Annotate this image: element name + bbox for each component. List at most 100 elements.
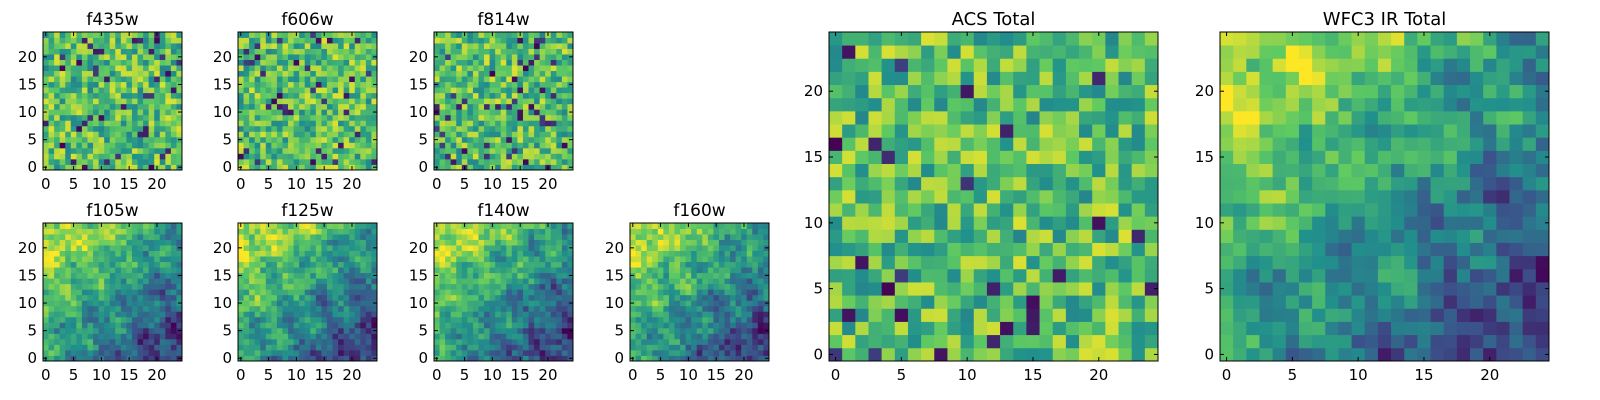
- heatmap-cell: [456, 311, 463, 318]
- heatmap-cell: [489, 311, 496, 318]
- heatmap-cell: [439, 43, 446, 49]
- heatmap-cell: [522, 76, 529, 83]
- heatmap-cell: [176, 322, 183, 329]
- heatmap-cell: [360, 54, 367, 60]
- heatmap-cell: [456, 245, 463, 251]
- x-tick-label: 0: [41, 366, 51, 384]
- heatmap-cell: [663, 316, 670, 323]
- heatmap-cell: [752, 294, 759, 301]
- heatmap-cell: [506, 322, 513, 329]
- heatmap-cell: [467, 228, 474, 235]
- heatmap-cell: [98, 245, 105, 251]
- heatmap-cell: [315, 147, 322, 154]
- heatmap-cell: [315, 76, 322, 83]
- heatmap-cell: [668, 300, 675, 307]
- heatmap-cell: [657, 250, 664, 257]
- heatmap-cell: [104, 234, 111, 240]
- heatmap-cell: [746, 228, 753, 235]
- heatmap-cell: [137, 48, 144, 55]
- heatmap-cell: [960, 321, 975, 336]
- heatmap-cell: [249, 59, 256, 66]
- heatmap-cell: [641, 261, 648, 268]
- heatmap-cell: [176, 294, 183, 301]
- heatmap-cell: [478, 120, 485, 127]
- heatmap-cell: [528, 267, 535, 274]
- heatmap-cell: [517, 103, 524, 110]
- heatmap-cell: [539, 333, 546, 340]
- heatmap-cell: [702, 223, 709, 229]
- heatmap-cell: [973, 203, 988, 217]
- heatmap-cell: [93, 327, 99, 334]
- heatmap-cell: [143, 147, 150, 154]
- heatmap-cell: [115, 81, 122, 88]
- heatmap-cell: [276, 349, 283, 356]
- heatmap-cell: [506, 87, 513, 94]
- x-tick-label: 0: [41, 175, 51, 193]
- heatmap-cell: [545, 59, 552, 66]
- heatmap-cell: [159, 228, 166, 235]
- heatmap-cell: [176, 103, 183, 110]
- heatmap-cell: [757, 355, 764, 362]
- heatmap-cell: [434, 147, 440, 154]
- heatmap-cell: [365, 164, 372, 171]
- heatmap-cell: [641, 300, 648, 307]
- heatmap-cell: [81, 92, 88, 99]
- heatmap-cell: [522, 223, 529, 229]
- heatmap-cell: [109, 70, 116, 77]
- heatmap-cell: [522, 164, 529, 171]
- heatmap-cell: [646, 250, 653, 257]
- heatmap-cell: [450, 261, 457, 268]
- heatmap-cell: [343, 289, 350, 296]
- heatmap-cell: [635, 283, 642, 290]
- heatmap-cell: [59, 294, 66, 301]
- heatmap-cell: [713, 305, 720, 312]
- heatmap-cell: [115, 289, 122, 296]
- heatmap-cell: [434, 43, 440, 49]
- heatmap-cell: [522, 338, 529, 345]
- heatmap-cell: [120, 322, 127, 329]
- heatmap-cell: [304, 239, 311, 246]
- heatmap-cell: [137, 327, 144, 334]
- heatmap-cell: [165, 65, 172, 72]
- heatmap-cell: [148, 147, 155, 154]
- heatmap-cell: [934, 216, 948, 230]
- heatmap-cell: [254, 120, 261, 127]
- heatmap-cell: [65, 223, 72, 229]
- heatmap-cell: [528, 164, 535, 171]
- heatmap-cell: [730, 327, 737, 334]
- heatmap-cell: [254, 37, 261, 44]
- heatmap-cell: [868, 334, 883, 349]
- heatmap-cell: [467, 109, 474, 116]
- heatmap-cell: [730, 311, 737, 318]
- heatmap-cell: [288, 355, 294, 362]
- heatmap-cell: [657, 234, 664, 240]
- heatmap-cell: [630, 283, 636, 290]
- heatmap-cell: [752, 256, 759, 263]
- heatmap-cell: [354, 54, 361, 60]
- heatmap-cell: [534, 294, 541, 301]
- heatmap-cell: [365, 114, 372, 121]
- heatmap-cell: [304, 164, 311, 171]
- heatmap-cell: [1144, 321, 1159, 336]
- heatmap-cell: [495, 256, 502, 263]
- heatmap-cell: [249, 131, 256, 138]
- heatmap-cell: [354, 153, 361, 160]
- heatmap-cell: [109, 327, 116, 334]
- heatmap-cell: [332, 250, 339, 257]
- heatmap-cell: [343, 37, 350, 44]
- heatmap-cell: [434, 289, 440, 296]
- heatmap-cell: [635, 272, 642, 279]
- heatmap-cell: [1092, 347, 1106, 362]
- heatmap-cell: [371, 43, 378, 49]
- heatmap-cell: [315, 272, 322, 279]
- heatmap-cell: [567, 239, 574, 246]
- heatmap-cell: [321, 256, 328, 263]
- heatmap-cell: [545, 70, 552, 77]
- heatmap-cell: [663, 228, 670, 235]
- heatmap-cell: [450, 344, 457, 351]
- heatmap-cell: [489, 114, 496, 121]
- heatmap-cell: [332, 333, 339, 340]
- heatmap-cell: [276, 256, 283, 263]
- heatmap-cell: [746, 311, 753, 318]
- heatmap-cell: [143, 239, 150, 246]
